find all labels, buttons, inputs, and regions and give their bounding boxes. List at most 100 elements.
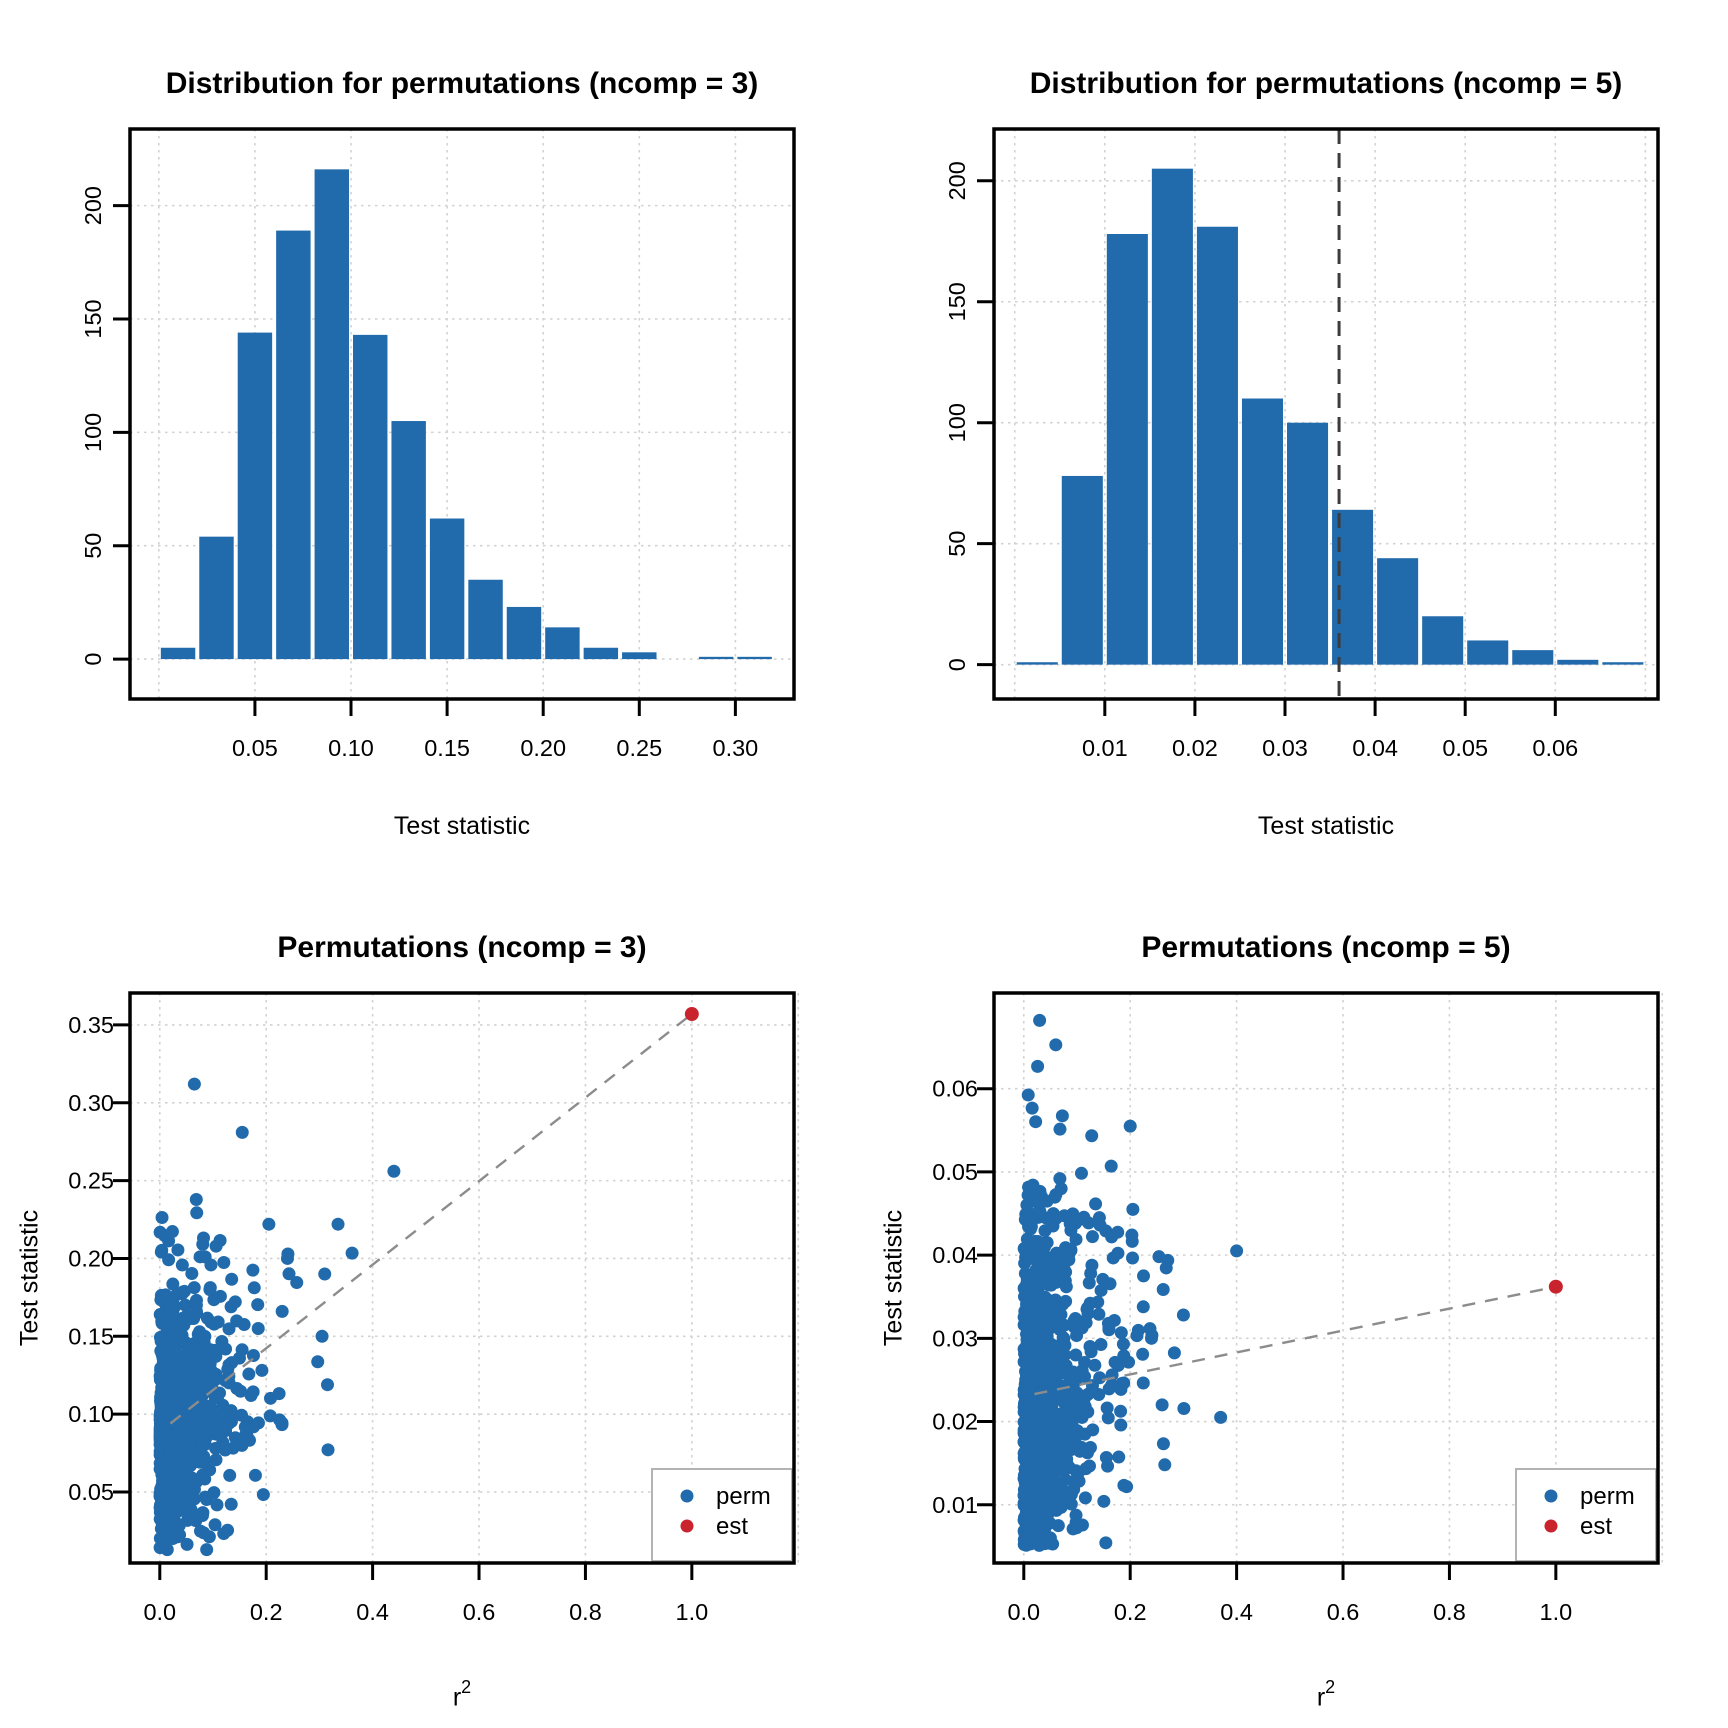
perm-point <box>1088 1358 1102 1372</box>
perm-point <box>155 1210 169 1224</box>
perm-point <box>1176 1308 1190 1322</box>
histogram-bars <box>1016 168 1644 665</box>
perm-point <box>255 1363 269 1377</box>
perm-point <box>153 1512 167 1526</box>
x-axis-label: Test statistic <box>130 812 794 840</box>
perm-point <box>247 1281 261 1295</box>
perm-point <box>172 1497 186 1511</box>
perm-point <box>1036 1253 1050 1267</box>
x-axis-label: r2 <box>994 1676 1658 1711</box>
gridlines <box>130 129 794 699</box>
panel-title: Distribution for permutations (ncomp = 3… <box>165 66 759 100</box>
perm-point <box>221 1523 235 1537</box>
perm-point <box>1101 1316 1115 1330</box>
perm-point <box>251 1298 265 1312</box>
perm-point <box>1114 1404 1128 1418</box>
perm-point <box>1114 1326 1128 1340</box>
perm-point <box>1049 1188 1063 1202</box>
perm-point <box>1067 1368 1081 1382</box>
x-tick-label: 0.05 <box>232 735 278 761</box>
perm-point <box>203 1283 217 1297</box>
perm-point <box>1068 1311 1082 1325</box>
histogram-bar <box>199 536 234 660</box>
histogram-bar <box>1467 640 1509 665</box>
perm-point <box>1050 1246 1064 1260</box>
perm-point <box>1039 1311 1053 1325</box>
perm-point <box>1040 1465 1054 1479</box>
panel-title: Permutations (ncomp = 3) <box>277 930 647 964</box>
perm-point <box>167 1530 181 1544</box>
panel-scatter-ncomp5: perm est 0.0 0.2 0.4 0.6 0.8 1.0 0.01 0.02 0.03 0.0… <box>864 864 1728 1728</box>
perm-point <box>1036 1330 1050 1344</box>
panel-title: Permutations (ncomp = 5) <box>1141 930 1511 964</box>
perm-point <box>1017 1383 1031 1397</box>
y-tick-label: 200 <box>944 161 970 200</box>
perm-point <box>1017 1355 1031 1369</box>
perm-point <box>193 1382 207 1396</box>
legend-marker-perm <box>680 1489 694 1503</box>
y-tick-label: 100 <box>80 413 106 452</box>
x-tick-label: 0.0 <box>143 1599 176 1625</box>
perm-point <box>153 1437 167 1451</box>
perm-point <box>1156 1437 1170 1451</box>
perm-point <box>1068 1432 1082 1446</box>
perm-point <box>1026 1435 1040 1449</box>
y-tick-label: 0.05 <box>932 1159 978 1185</box>
perm-point <box>1082 1276 1096 1290</box>
x-tick-label: 0.10 <box>328 735 374 761</box>
perm-point <box>208 1373 222 1387</box>
perm-point <box>280 1251 294 1265</box>
perm-point <box>1043 1531 1057 1545</box>
axis-ticks <box>977 1087 1558 1580</box>
perm-point <box>187 1394 201 1408</box>
perm-point <box>191 1367 205 1381</box>
perm-point <box>208 1518 222 1532</box>
perm-point <box>190 1354 204 1368</box>
perm-point <box>1111 1246 1125 1260</box>
perm-point <box>207 1317 221 1331</box>
histogram-bar <box>160 647 196 660</box>
perm-point <box>1075 1410 1089 1424</box>
x-tick-label: 0.06 <box>1532 735 1578 761</box>
x-tick-label: 0.05 <box>1442 735 1488 761</box>
plot-box <box>992 127 1660 701</box>
perm-point <box>195 1431 209 1445</box>
perm-point <box>1131 1323 1145 1337</box>
perm-point <box>387 1164 401 1178</box>
panel-hist-ncomp5: 0.01 0.02 0.03 0.04 0.05 0.06 0 50 100 150 200 Dis… <box>864 0 1728 864</box>
perm-point <box>1112 1450 1126 1464</box>
x-axis-label: Test statistic <box>994 812 1658 840</box>
perm-point <box>1093 1218 1107 1232</box>
perm-point <box>1105 1378 1119 1392</box>
histogram-bar <box>1602 662 1644 665</box>
perm-point <box>174 1461 188 1475</box>
perm-point <box>1046 1219 1060 1233</box>
perm-point <box>1158 1458 1172 1472</box>
perm-point <box>1103 1277 1117 1291</box>
scatter-ncomp3-plot: perm est 0.0 0.2 0.4 0.6 0.8 1.0 0.05 0.10 0.15 0.2… <box>68 991 800 1625</box>
perm-point <box>1137 1269 1151 1283</box>
perm-point <box>1136 1300 1150 1314</box>
tick-labels: 0.01 0.02 0.03 0.04 0.05 0.06 0 50 100 150 200 <box>944 161 1578 761</box>
perm-point <box>219 1342 233 1356</box>
x-tick-label: 0.4 <box>1220 1599 1253 1625</box>
perm-point <box>1094 1283 1108 1297</box>
perm-point <box>1105 1230 1119 1244</box>
perm-point <box>1060 1458 1074 1472</box>
histogram-bar <box>1557 659 1599 665</box>
legend-label: est <box>1580 1513 1612 1540</box>
perm-point <box>217 1255 231 1269</box>
x-tick-label: 0.01 <box>1082 735 1128 761</box>
perm-point <box>1019 1517 1033 1531</box>
x-axis-label-text: Test statistic <box>1257 812 1395 840</box>
perm-point <box>210 1498 224 1512</box>
y-axis-label: Test statistic <box>15 1209 44 1347</box>
x-axis-label-base: r <box>452 1683 462 1712</box>
perm-point <box>166 1277 180 1291</box>
perm-point <box>187 1312 201 1326</box>
perm-point <box>228 1295 242 1309</box>
hist-ncomp5-plot: 0.01 0.02 0.03 0.04 0.05 0.06 0 50 100 150 200 <box>944 127 1660 761</box>
perm-point <box>1058 1440 1072 1454</box>
perm-point <box>154 1522 168 1536</box>
perm-point <box>1085 1129 1099 1143</box>
